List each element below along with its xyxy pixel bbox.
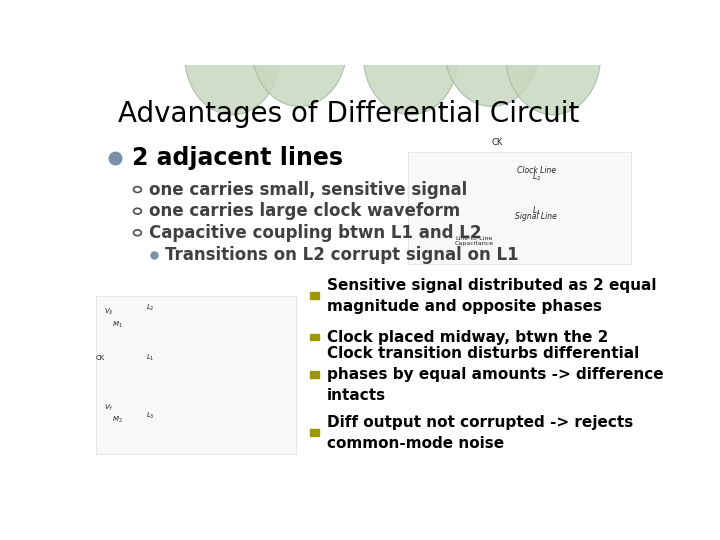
Text: $L_2$: $L_2$ xyxy=(145,303,154,313)
Text: Clock transition disturbs differential
phases by equal amounts -> difference
int: Clock transition disturbs differential p… xyxy=(327,346,664,403)
Text: Transitions on L2 corrupt signal on L1: Transitions on L2 corrupt signal on L1 xyxy=(166,246,519,264)
Bar xyxy=(310,334,320,341)
Text: $L_1$: $L_1$ xyxy=(145,353,154,363)
FancyBboxPatch shape xyxy=(96,295,297,454)
Ellipse shape xyxy=(252,0,347,106)
Text: CK: CK xyxy=(96,355,105,361)
FancyBboxPatch shape xyxy=(408,152,631,265)
Text: one carries large clock waveform: one carries large clock waveform xyxy=(148,202,460,220)
Text: one carries small, sensitive signal: one carries small, sensitive signal xyxy=(148,180,467,199)
Text: Capacitive coupling btwn L1 and L2: Capacitive coupling btwn L1 and L2 xyxy=(148,224,481,242)
Bar xyxy=(310,292,320,299)
Text: $L_2$: $L_2$ xyxy=(532,171,541,183)
Text: Advantages of Differential Circuit: Advantages of Differential Circuit xyxy=(118,100,580,128)
Bar xyxy=(310,429,320,436)
Ellipse shape xyxy=(185,0,280,114)
Text: $M_1$: $M_1$ xyxy=(112,320,123,330)
Text: $V_X$: $V_X$ xyxy=(104,307,114,318)
Text: $L_1$: $L_1$ xyxy=(532,205,541,218)
Text: 2 adjacent lines: 2 adjacent lines xyxy=(132,146,343,170)
Text: Clock placed midway, btwn the 2: Clock placed midway, btwn the 2 xyxy=(327,329,608,345)
Text: Sensitive signal distributed as 2 equal
magnitude and opposite phases: Sensitive signal distributed as 2 equal … xyxy=(327,278,657,314)
Text: $M_2$: $M_2$ xyxy=(112,415,123,426)
Text: $V_Y$: $V_Y$ xyxy=(104,403,114,413)
Text: Diff output not corrupted -> rejects
common-mode noise: Diff output not corrupted -> rejects com… xyxy=(327,415,634,451)
Bar xyxy=(310,371,320,378)
Text: Clock Line: Clock Line xyxy=(517,166,556,176)
Text: CK: CK xyxy=(492,138,503,147)
Ellipse shape xyxy=(444,0,539,106)
Ellipse shape xyxy=(364,0,458,114)
Text: Line-to-Line
Capacitance: Line-to-Line Capacitance xyxy=(454,235,493,246)
Text: $L_3$: $L_3$ xyxy=(145,411,154,421)
Text: Signal Line: Signal Line xyxy=(516,212,557,221)
Ellipse shape xyxy=(505,0,600,114)
